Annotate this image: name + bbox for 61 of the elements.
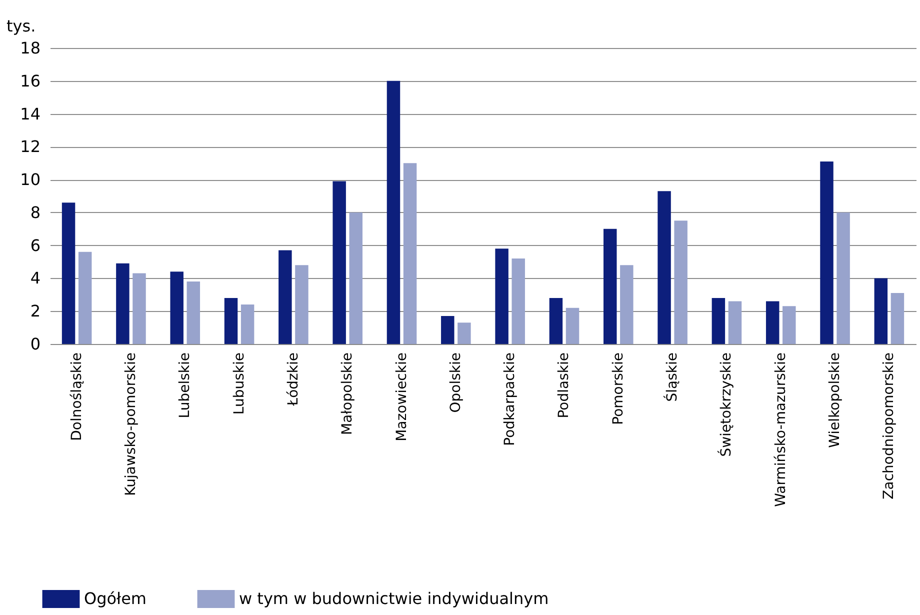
- y-tick-label: 16: [20, 71, 40, 90]
- x-tick-label: Małopolskie: [340, 352, 356, 435]
- bar: [62, 202, 76, 344]
- x-tick-label: Podkarpackie: [502, 352, 518, 446]
- x-tick-label: Opolskie: [448, 352, 464, 413]
- legend-label: Ogółem: [84, 589, 147, 608]
- bar: [566, 308, 580, 344]
- x-tick-label: Podlaskie: [556, 352, 572, 418]
- bar: [712, 298, 726, 344]
- x-tick-label: Lubuskie: [231, 352, 248, 415]
- bar: [549, 298, 563, 344]
- y-tick-label: 18: [20, 38, 40, 58]
- x-tick-label: Świętokrzyskie: [718, 352, 735, 457]
- y-tick-label: 6: [30, 236, 40, 255]
- bar: [78, 252, 92, 344]
- x-tick-label: Kujawsko-pomorskie: [122, 352, 139, 496]
- bar: [132, 273, 146, 344]
- bar: [278, 250, 292, 344]
- bar: [820, 161, 834, 344]
- bar: [403, 163, 417, 344]
- y-tick-label: 0: [30, 334, 40, 354]
- bar: [512, 258, 525, 344]
- bar: [240, 304, 254, 344]
- bar: [116, 263, 130, 344]
- bar: [458, 322, 471, 344]
- x-tick-label: Pomorskie: [610, 352, 626, 425]
- x-tick-label: Mazowieckie: [394, 352, 410, 442]
- x-tick-label: Wielkopolskie: [827, 352, 844, 448]
- bar: [658, 191, 671, 344]
- bar: [186, 282, 200, 344]
- y-tick-label: 14: [20, 104, 40, 124]
- bar: [766, 301, 780, 344]
- bar: [604, 228, 617, 344]
- bar: [295, 265, 308, 344]
- bar: [170, 272, 184, 344]
- y-axis-title: tys.: [6, 16, 36, 36]
- x-tick-label: Śląskie: [664, 352, 681, 402]
- y-tick-label: 10: [20, 170, 40, 190]
- bar: [495, 248, 508, 344]
- bar: [386, 80, 400, 344]
- y-tick-label: 8: [30, 202, 40, 222]
- bar: [728, 301, 742, 344]
- legend-label: w tym w budownictwie indywidualnym: [239, 589, 549, 608]
- y-tick-label: 2: [30, 302, 40, 321]
- bar: [782, 306, 796, 344]
- bar: [441, 316, 454, 344]
- x-tick-label: Warmińsko-mazurskie: [772, 352, 789, 507]
- bar: [349, 212, 362, 344]
- bar: [890, 293, 904, 344]
- bar: [674, 220, 688, 344]
- bar: [332, 181, 346, 344]
- bar: [620, 265, 634, 344]
- x-tick-label: Łódzkie: [285, 352, 302, 407]
- x-tick-label: Dolnośląskie: [68, 352, 85, 441]
- y-tick-label: 4: [30, 268, 40, 288]
- bar: [836, 212, 850, 344]
- x-tick-label: Zachodniopomorskie: [881, 352, 898, 500]
- bar: [874, 278, 888, 344]
- bar: [224, 298, 238, 344]
- y-tick-label: 12: [20, 137, 40, 156]
- x-tick-label: Lubelskie: [177, 352, 194, 418]
